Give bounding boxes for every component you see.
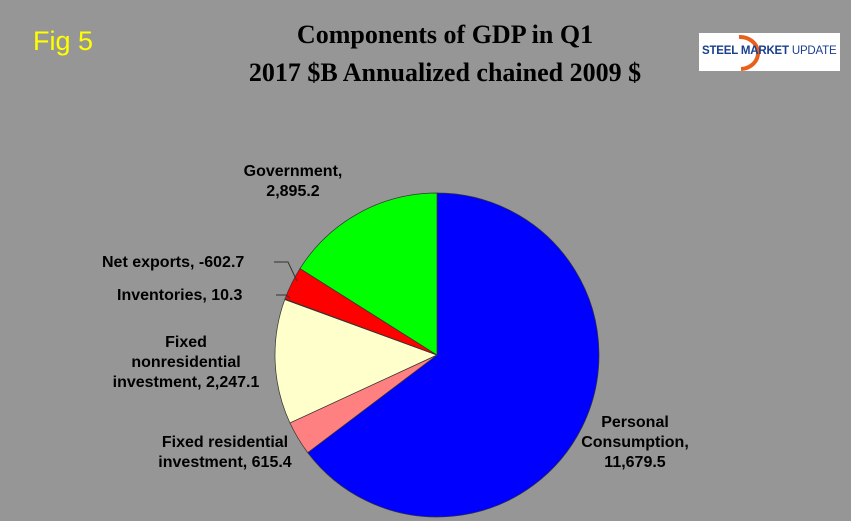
steel-market-update-logo: STEEL MARKET UPDATE: [699, 33, 840, 71]
label-fixed-residential: Fixed residential investment, 615.4: [158, 434, 292, 471]
logo-swoosh-icon: [738, 34, 761, 71]
label-net-exports: Net exports, -602.7: [102, 254, 245, 271]
label-personal-consumption: Personal Consumption, 11,679.5: [581, 414, 689, 471]
leader-line-net-exports: [274, 261, 298, 282]
chart-title-line1: Components of GDP in Q1: [296, 20, 594, 49]
chart-title-line2: 2017 $B Annualized chained 2009 $: [248, 58, 642, 87]
pie-slice-personal-consumption: [307, 192, 600, 518]
label-fixed-nonresidential: Fixed nonresidential investment, 2,247.1: [112, 334, 260, 391]
label-inventories: Inventories, 10.3: [117, 287, 243, 304]
logo-word-2: MARKET: [740, 45, 789, 57]
logo-word-3: UPDATE: [791, 45, 837, 57]
label-government: Government, 2,895.2: [243, 163, 343, 200]
figure-label: Fig 5: [33, 26, 94, 56]
pie-slice-government: [299, 192, 438, 356]
pie-slice-fixed-nonresidential-investment: [274, 299, 438, 424]
logo-word-1: STEEL: [702, 45, 738, 57]
leader-line-inventories: [276, 294, 291, 299]
